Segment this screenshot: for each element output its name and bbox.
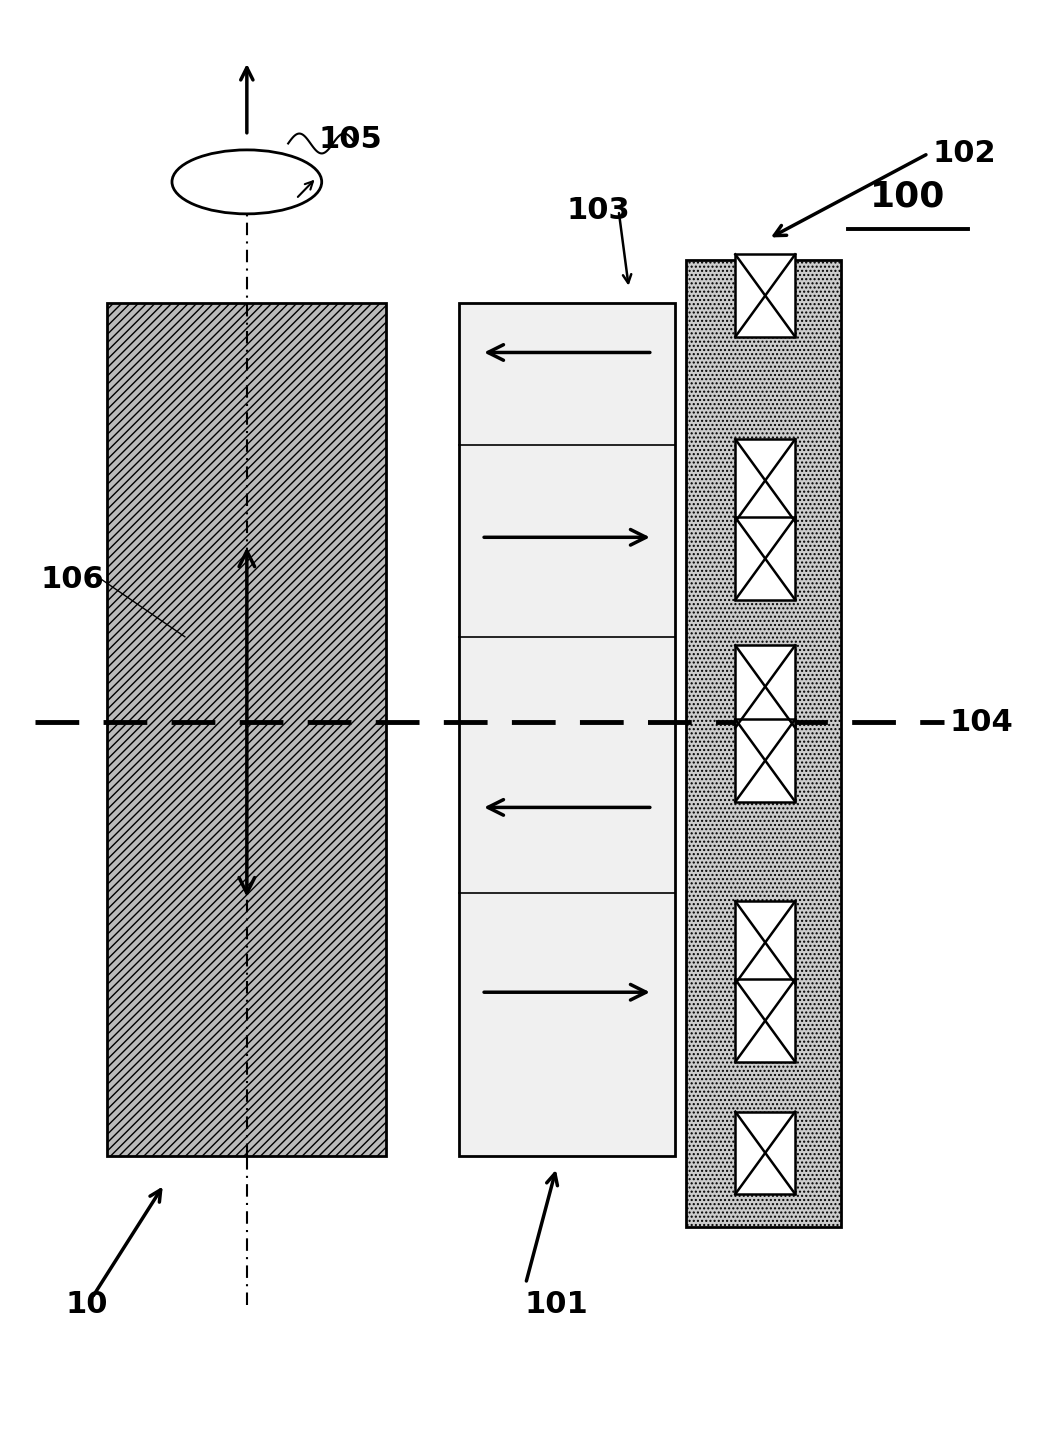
Text: 10: 10	[66, 1290, 108, 1320]
Bar	[735, 255, 795, 337]
Text: 103: 103	[566, 196, 630, 225]
Text: 106: 106	[41, 565, 104, 595]
Bar	[735, 645, 795, 728]
Text: 101: 101	[525, 1290, 588, 1320]
Bar	[458, 303, 676, 1155]
Bar	[735, 901, 795, 984]
Text: 100: 100	[870, 179, 945, 213]
Bar	[735, 719, 795, 802]
Text: 102: 102	[933, 139, 996, 167]
Bar	[735, 980, 795, 1062]
Bar	[686, 260, 841, 1227]
Bar	[107, 303, 386, 1155]
Bar	[735, 1111, 795, 1194]
Text: 104: 104	[949, 708, 1013, 736]
Bar	[735, 439, 795, 522]
Bar	[735, 518, 795, 599]
Text: 105: 105	[319, 124, 382, 154]
